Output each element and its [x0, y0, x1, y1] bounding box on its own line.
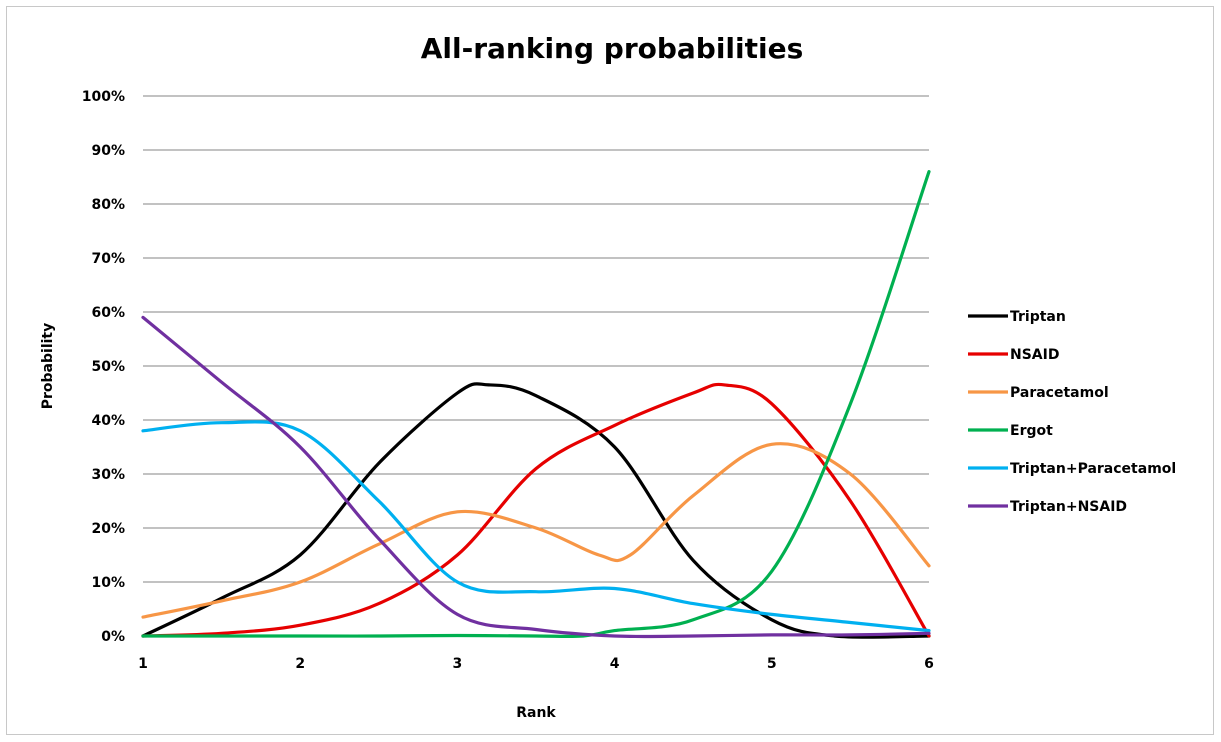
x-tick-label: 4 [610, 656, 620, 672]
series-line-paracetamol [141, 442, 931, 619]
chart-title: All-ranking probabilities [421, 32, 804, 65]
series-line-triptan-nsaid [141, 315, 931, 639]
x-tick-label: 2 [295, 656, 305, 672]
x-tick-label: 3 [453, 656, 463, 672]
x-axis-label: Rank [516, 705, 556, 721]
legend-item-nsaid: NSAID [968, 347, 1059, 363]
y-tick-label: 10% [91, 575, 125, 591]
y-tick-label: 70% [91, 251, 125, 267]
series-lines [141, 170, 931, 639]
legend-label: Triptan+NSAID [1010, 499, 1127, 515]
y-tick-label: 90% [91, 143, 125, 159]
series-line-ergot [141, 170, 931, 639]
legend-label: Triptan [1010, 309, 1066, 325]
x-tick-label: 6 [924, 656, 934, 672]
x-axis-ticks: 1 2 3 4 5 6 [138, 656, 934, 672]
legend-label: Paracetamol [1010, 385, 1109, 401]
y-tick-label: 100% [82, 89, 125, 105]
y-tick-label: 60% [91, 305, 125, 321]
y-tick-label: 40% [91, 413, 125, 429]
x-tick-label: 5 [767, 656, 777, 672]
series-line-triptan [141, 382, 931, 639]
legend-item-paracetamol: Paracetamol [968, 385, 1109, 401]
y-axis-label: Probability [40, 323, 56, 410]
y-tick-label: 20% [91, 521, 125, 537]
y-tick-label: 80% [91, 197, 125, 213]
legend-label: Ergot [1010, 423, 1053, 439]
gridlines [143, 95, 929, 583]
legend-item-triptan: Triptan [968, 309, 1066, 325]
legend-label: NSAID [1010, 347, 1059, 363]
series-line-triptan-paracetamol [141, 420, 931, 633]
legend-item-triptan-paracetamol: Triptan+Paracetamol [968, 461, 1176, 477]
legend-item-triptan-nsaid: Triptan+NSAID [968, 499, 1127, 515]
y-axis-ticks: 0% 10% 20% 30% 40% 50% 60% 70% 80% 90% 100% [82, 89, 125, 645]
y-tick-label: 30% [91, 467, 125, 483]
y-tick-label: 50% [91, 359, 125, 375]
legend-label: Triptan+Paracetamol [1010, 461, 1176, 477]
series-line-nsaid [141, 382, 931, 638]
x-tick-label: 1 [138, 656, 148, 672]
legend: Triptan NSAID Paracetamol Ergot Triptan+Para… [968, 309, 1176, 515]
y-tick-label: 0% [101, 629, 125, 645]
legend-item-ergot: Ergot [968, 423, 1053, 439]
